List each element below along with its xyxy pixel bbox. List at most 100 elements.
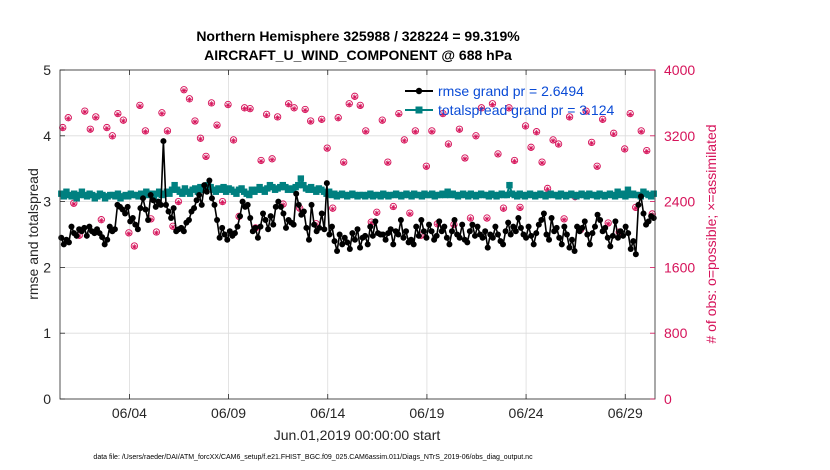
- rmse-point: [530, 241, 537, 248]
- rmse-point: [614, 234, 621, 241]
- right-y-tick-label: 2400: [664, 194, 695, 210]
- rmse-point: [500, 241, 507, 248]
- rmse-point: [86, 223, 93, 230]
- obs-assimilated-point: [104, 125, 110, 131]
- rmse-point: [334, 247, 341, 254]
- totalspread-point: [614, 188, 621, 195]
- rmse-point: [185, 217, 192, 224]
- rmse-point: [387, 226, 394, 233]
- legend-spread-label: totalspread grand pr = 3.124: [438, 102, 615, 118]
- rmse-point: [198, 201, 205, 208]
- obs-assimilated-point: [164, 129, 171, 135]
- obs-assimilated-point: [622, 147, 628, 153]
- rmse-point: [482, 228, 489, 235]
- rmse-point: [203, 188, 210, 195]
- rmse-point: [397, 217, 404, 224]
- rmse-point: [221, 231, 228, 238]
- obs-assimilated-point: [467, 216, 474, 222]
- rmse-point: [139, 195, 146, 202]
- rmse-point: [494, 231, 501, 238]
- rmse-point: [574, 223, 581, 230]
- rmse-point: [548, 215, 555, 222]
- rmse-point: [571, 247, 578, 254]
- rmse-point: [101, 241, 108, 248]
- legend-rmse-marker: [415, 87, 423, 95]
- rmse-point: [124, 203, 131, 210]
- obs-assimilated-point: [87, 127, 93, 133]
- obs-assimilated-point: [489, 101, 496, 108]
- rmse-point: [157, 201, 164, 208]
- obs-assimilated-point: [555, 142, 562, 148]
- obs-assimilated-point: [319, 117, 325, 123]
- obs-assimilated-point: [434, 222, 440, 228]
- rmse-point: [469, 221, 476, 228]
- left-y-tick-label: 0: [43, 391, 51, 407]
- rmse-point: [60, 241, 67, 248]
- rmse-point: [612, 218, 619, 225]
- totalspread-point: [650, 190, 657, 197]
- totalspread-point: [233, 190, 240, 197]
- rmse-point: [625, 230, 632, 237]
- totalspread-point: [88, 191, 96, 199]
- rmse-point: [362, 232, 369, 239]
- obs-assimilated-point: [269, 157, 275, 163]
- left-y-tick-label: 2: [43, 259, 51, 275]
- obs-assimilated-point: [109, 134, 115, 140]
- right-y-tick-label: 4000: [664, 62, 695, 78]
- rmse-point: [208, 195, 215, 202]
- rmse-point: [632, 251, 639, 258]
- obs-assimilated-point: [627, 111, 633, 118]
- rmse-point: [630, 238, 637, 245]
- obs-assimilated-point: [126, 231, 132, 237]
- plot-frame: [59, 69, 656, 400]
- rmse-point: [280, 210, 287, 217]
- obs-assimilated-point: [379, 118, 385, 124]
- rmse-point: [170, 205, 177, 212]
- rmse-point: [380, 231, 387, 238]
- obs-assimilated-point: [357, 103, 363, 109]
- obs-assimilated-point: [544, 186, 551, 192]
- obs-assimilated-point: [401, 138, 407, 144]
- totalspread-point: [63, 188, 70, 195]
- rmse-point: [129, 215, 136, 222]
- obs-assimilated-point: [175, 199, 182, 206]
- rmse-point: [584, 231, 591, 238]
- rmse-point: [282, 224, 289, 231]
- rmse-point: [484, 244, 491, 251]
- rmse-point: [579, 224, 586, 231]
- rmse-point: [99, 234, 106, 241]
- rmse-point: [479, 234, 486, 241]
- x-tick-label: 06/19: [409, 405, 444, 421]
- rmse-point: [308, 201, 315, 208]
- obs-assimilated-point: [412, 129, 418, 135]
- obs-assimilated-point: [611, 131, 617, 137]
- rmse-point: [617, 228, 624, 235]
- obs-assimilated-point: [605, 221, 611, 227]
- obs-assimilated-point: [330, 206, 336, 212]
- obs-assimilated-point: [528, 145, 534, 151]
- rmse-point: [512, 228, 519, 235]
- rmse-point: [254, 234, 261, 241]
- rmse-point: [563, 231, 570, 238]
- obs-assimilated-point: [511, 158, 518, 164]
- rmse-point: [216, 234, 223, 241]
- rmse-point: [586, 241, 593, 248]
- obs-assimilated-point: [484, 216, 490, 222]
- obs-assimilated-point: [192, 119, 198, 125]
- obs-assimilated-point: [263, 112, 270, 118]
- obs-assimilated-point: [550, 138, 556, 144]
- rmse-point: [566, 244, 573, 251]
- rmse-point: [459, 221, 466, 228]
- obs-assimilated-point: [153, 230, 160, 236]
- rmse-point: [622, 223, 629, 230]
- rmse-point: [420, 228, 427, 235]
- totalspread-point: [168, 186, 176, 193]
- rmse-point: [395, 231, 402, 238]
- rmse-point: [423, 234, 430, 241]
- rmse-point: [410, 241, 417, 248]
- rmse-point: [400, 234, 407, 241]
- rmse-point: [640, 210, 647, 217]
- rmse-point: [134, 226, 141, 233]
- obs-assimilated-point: [533, 129, 540, 136]
- totalspread-point: [166, 190, 173, 197]
